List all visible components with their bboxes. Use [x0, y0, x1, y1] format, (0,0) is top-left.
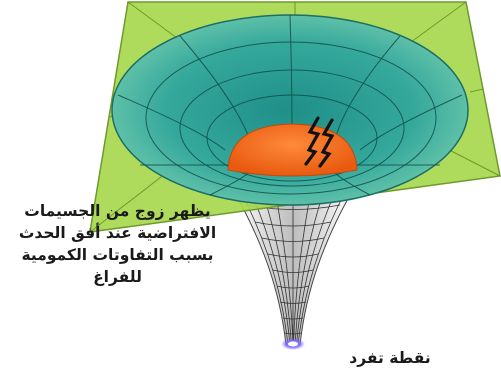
particle-pair-caption: يظهر زوج من الجسيمات الافتراضية عند أفق …: [18, 202, 217, 286]
singularity-point: [281, 338, 305, 350]
double-lightning-icon: [304, 116, 335, 168]
singularity-caption: نقطة تفرد: [349, 349, 431, 367]
funnel-throat: [231, 187, 355, 346]
event-horizon: [227, 123, 358, 177]
gravity-well: [111, 14, 469, 206]
